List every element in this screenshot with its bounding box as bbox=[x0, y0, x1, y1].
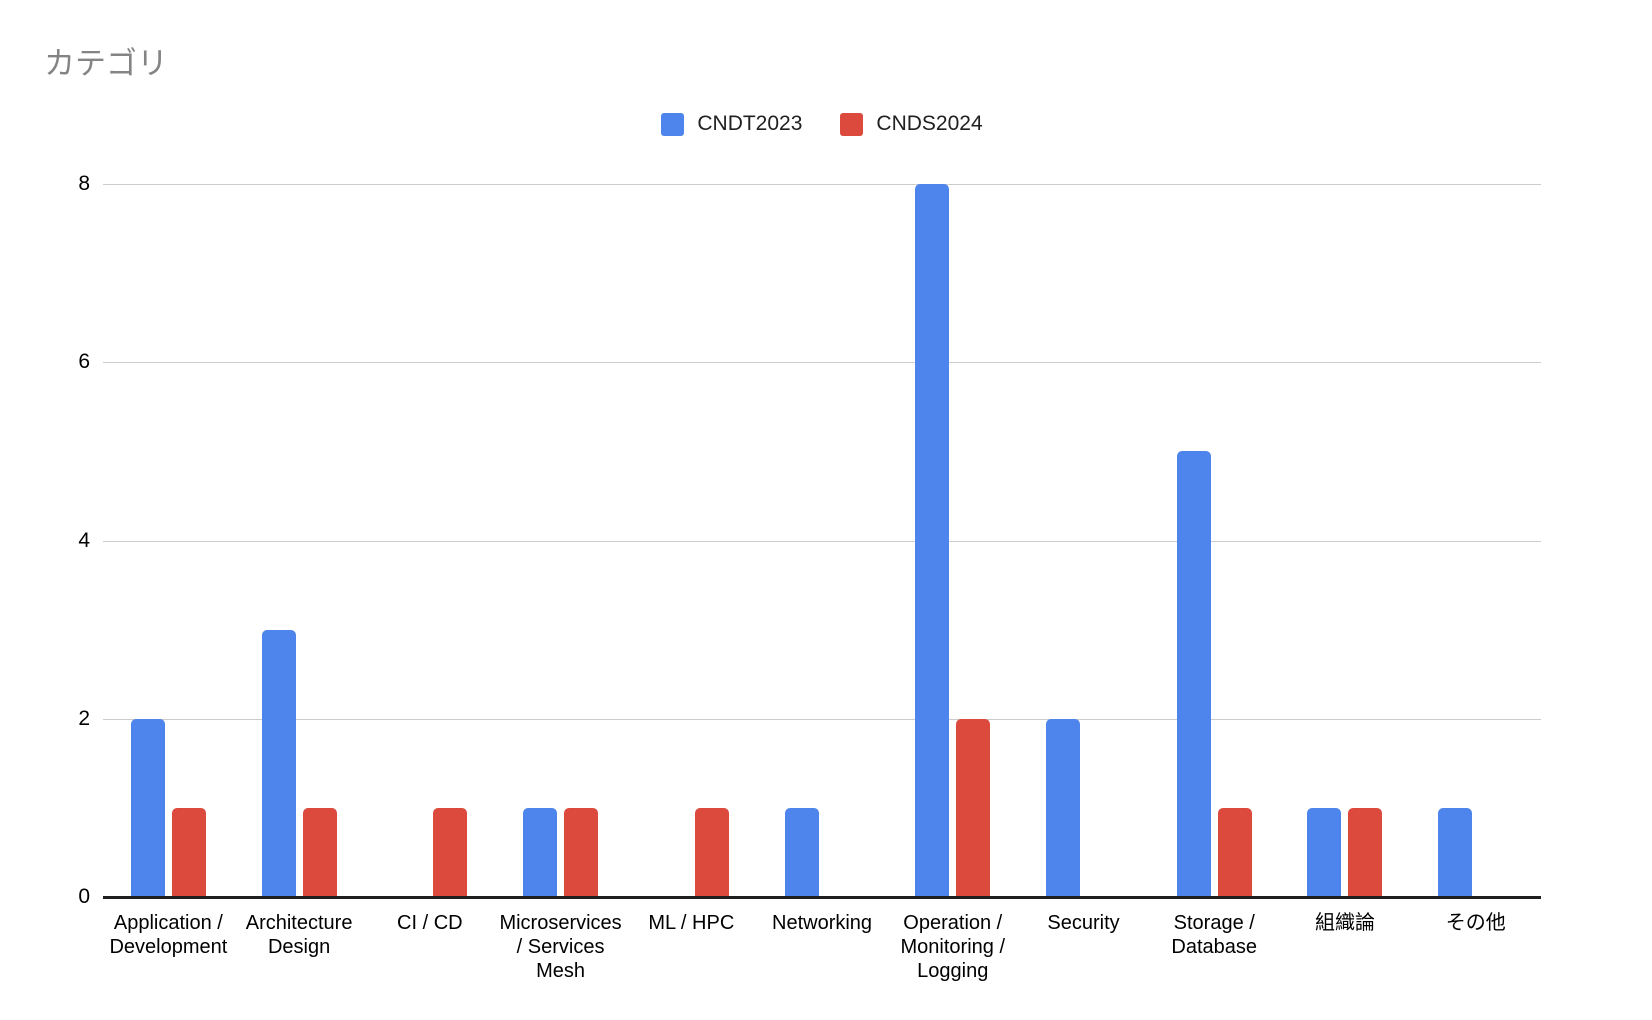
bar-CNDT2023-9[interactable] bbox=[1307, 807, 1342, 897]
bar-group-2 bbox=[364, 184, 495, 897]
bar-group-6 bbox=[887, 184, 1018, 897]
legend-item-cnds2024[interactable]: CNDS2024 bbox=[840, 112, 983, 136]
bar-CNDT2023-5[interactable] bbox=[784, 807, 819, 897]
bar-group-0 bbox=[103, 184, 234, 897]
bar-group-4 bbox=[626, 184, 757, 897]
y-tick-label-0: 0 bbox=[78, 885, 90, 908]
bar-group-9 bbox=[1280, 184, 1411, 897]
bar-CNDS2024-8[interactable] bbox=[1217, 807, 1252, 897]
bar-CNDT2023-10[interactable] bbox=[1438, 807, 1473, 897]
x-axis-line bbox=[103, 896, 1541, 899]
gridline-4 bbox=[103, 540, 1541, 542]
gridline-2 bbox=[103, 718, 1541, 720]
bar-CNDS2024-1[interactable] bbox=[302, 807, 337, 897]
x-label-7: Security bbox=[1047, 912, 1120, 934]
bar-group-8 bbox=[1149, 184, 1280, 897]
chart-title: カテゴリ bbox=[44, 46, 168, 81]
bar-CNDT2023-6[interactable] bbox=[915, 184, 950, 897]
y-tick-label-8: 8 bbox=[78, 172, 90, 195]
bar-CNDS2024-2[interactable] bbox=[433, 807, 468, 897]
legend-item-cndt2023[interactable]: CNDT2023 bbox=[661, 112, 802, 136]
x-label-4: ML / HPC bbox=[648, 912, 735, 934]
y-tick-label-6: 6 bbox=[78, 350, 90, 374]
x-label-2: CI / CD bbox=[397, 912, 463, 934]
gridline-8 bbox=[103, 184, 1541, 185]
bar-group-3 bbox=[495, 184, 626, 897]
bar-CNDS2024-3[interactable] bbox=[564, 807, 599, 897]
bar-CNDS2024-4[interactable] bbox=[694, 807, 729, 897]
bar-CNDT2023-7[interactable] bbox=[1046, 718, 1080, 897]
bar-CNDS2024-6[interactable] bbox=[956, 718, 991, 897]
x-label-6: Operation / Monitoring / Logging bbox=[900, 912, 1006, 982]
bar-group-1 bbox=[234, 184, 365, 897]
bar-group-10 bbox=[1410, 184, 1541, 897]
x-label-10: その他 bbox=[1445, 912, 1506, 934]
x-label-9: 組織論 bbox=[1314, 912, 1375, 934]
bar-CNDT2023-8[interactable] bbox=[1176, 451, 1211, 897]
legend-swatch-red-icon bbox=[840, 112, 864, 136]
bar-CNDT2023-3[interactable] bbox=[523, 807, 558, 897]
x-label-3: Microservices / Services Mesh bbox=[499, 912, 622, 982]
legend-label: CNDT2023 bbox=[697, 112, 803, 135]
y-tick-label-2: 2 bbox=[78, 706, 90, 730]
legend: CNDT2023 CNDS2024 bbox=[103, 112, 1541, 136]
x-axis-labels: Application / Development Architecture De… bbox=[103, 911, 1541, 983]
bar-CNDS2024-9[interactable] bbox=[1348, 807, 1383, 897]
bar-CNDT2023-0[interactable] bbox=[130, 718, 165, 897]
gridline-6 bbox=[103, 362, 1541, 364]
y-tick-label-4: 4 bbox=[78, 528, 90, 552]
bar-CNDS2024-0[interactable] bbox=[171, 807, 206, 897]
bar-group-7 bbox=[1018, 184, 1149, 897]
legend-label: CNDS2024 bbox=[876, 112, 983, 135]
x-label-1: Architecture Design bbox=[245, 912, 353, 958]
x-label-8: Storage / Database bbox=[1171, 912, 1258, 958]
plot-area: 0 2 4 6 8 bbox=[78, 172, 1541, 908]
y-axis-labels: 0 2 4 6 8 bbox=[30, 172, 90, 908]
bar-groups bbox=[103, 184, 1541, 897]
x-label-5: Networking bbox=[772, 912, 873, 934]
bar-CNDT2023-1[interactable] bbox=[261, 629, 296, 897]
legend-swatch-blue-icon bbox=[661, 112, 685, 136]
x-label-0: Application / Development bbox=[109, 912, 228, 958]
bar-group-5 bbox=[757, 184, 888, 897]
